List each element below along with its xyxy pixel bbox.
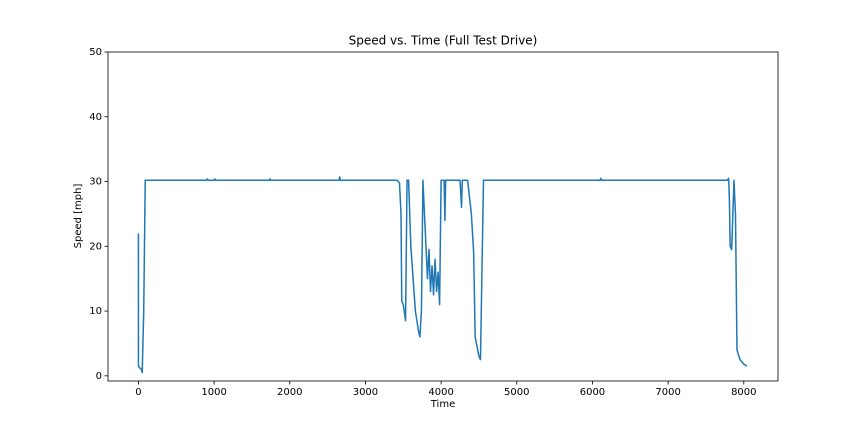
y-tick-label: 0 [96,371,102,382]
x-tick-label: 6000 [580,387,605,398]
y-tick-label: 50 [89,47,102,58]
x-tick-label: 3000 [353,387,378,398]
x-tick-label: 2000 [277,387,302,398]
x-tick-label: 4000 [428,387,453,398]
x-tick-label: 7000 [655,387,680,398]
y-tick-label: 10 [89,306,102,317]
x-tick-label: 5000 [504,387,529,398]
y-tick-label: 40 [89,112,102,123]
x-axis-label: Time [430,399,455,410]
x-tick-label: 0 [135,387,141,398]
y-axis-label: Speed [mph] [73,184,84,249]
chart-title: Speed vs. Time (Full Test Drive) [349,34,538,48]
x-tick-label: 1000 [201,387,226,398]
y-tick-label: 20 [89,241,102,252]
plot-frame [107,51,779,382]
line-series [137,176,748,374]
x-tick-label: 8000 [731,387,756,398]
y-tick-label: 30 [89,177,102,188]
